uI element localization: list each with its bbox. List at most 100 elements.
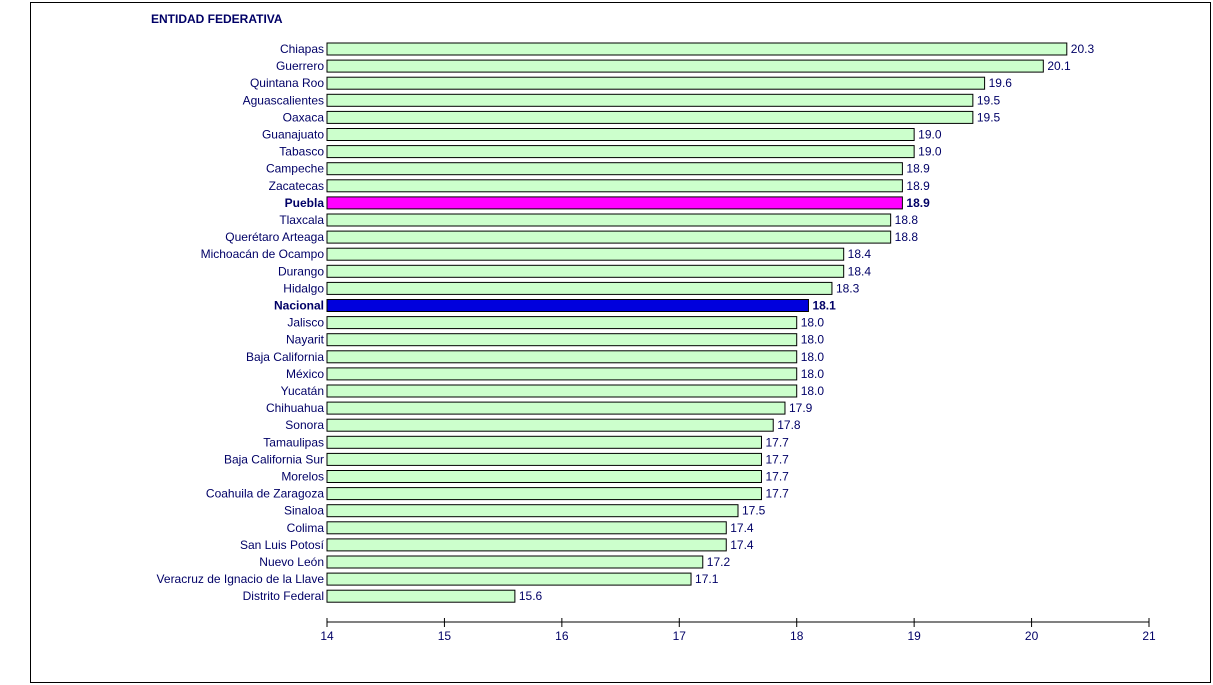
bar: [326, 162, 903, 176]
category-label: Zacatecas: [269, 179, 324, 193]
value-label: 18.4: [848, 264, 872, 278]
value-label: 17.7: [765, 435, 789, 449]
value-label: 17.8: [777, 418, 801, 432]
value-label: 17.7: [765, 470, 789, 484]
x-tick-label: 20: [1025, 629, 1039, 643]
bar: [326, 110, 974, 124]
category-label: Puebla: [285, 196, 325, 210]
value-label: 18.0: [801, 367, 825, 381]
bar: [326, 470, 762, 483]
value-label: 18.8: [895, 213, 919, 227]
category-label: Tabasco: [279, 145, 324, 159]
bar: [326, 299, 809, 312]
category-label: Durango: [278, 264, 324, 278]
category-heading: ENTIDAD FEDERATIVA: [151, 12, 283, 26]
category-label: Aguascalientes: [243, 93, 324, 107]
category-label: Sonora: [285, 418, 324, 432]
category-label: Hidalgo: [283, 281, 324, 295]
bar: [326, 93, 974, 107]
category-label: Yucatán: [281, 384, 324, 398]
category-label: Veracruz de Ignacio de la Llave: [157, 572, 325, 586]
value-label: 19.6: [989, 76, 1013, 90]
category-label: Nayarit: [286, 333, 325, 347]
bar: [326, 213, 892, 227]
value-label: 18.9: [906, 162, 930, 176]
category-label: Michoacán de Ocampo: [201, 247, 325, 261]
bar: [326, 435, 762, 449]
bar: [326, 504, 739, 518]
category-label: Distrito Federal: [243, 589, 324, 603]
bar: [326, 145, 915, 159]
value-label: 17.2: [707, 555, 731, 569]
category-label: Tamaulipas: [263, 435, 324, 449]
bar: [326, 452, 762, 466]
value-label: 19.5: [977, 93, 1001, 107]
bar: [326, 350, 798, 364]
value-label: 18.1: [812, 299, 836, 313]
bar: [326, 418, 774, 432]
value-label: 18.0: [801, 350, 825, 364]
bar: [326, 367, 798, 381]
value-label: 18.4: [848, 247, 872, 261]
category-label: Chiapas: [280, 42, 324, 56]
bar: [326, 230, 892, 244]
bar: [326, 521, 727, 535]
category-label: Baja California Sur: [224, 452, 324, 466]
value-label: 19.0: [918, 128, 942, 142]
category-label: Jalisco: [287, 316, 324, 330]
category-label: Quintana Roo: [250, 76, 324, 90]
value-label: 20.1: [1047, 59, 1071, 73]
x-tick-label: 16: [555, 629, 569, 643]
bar: [326, 281, 833, 295]
value-label: 20.3: [1071, 42, 1095, 56]
category-label: Nuevo León: [259, 555, 324, 569]
value-label: 17.5: [742, 504, 766, 518]
bar: [326, 42, 1068, 56]
category-label: Querétaro Arteaga: [225, 230, 324, 244]
category-label: México: [286, 367, 324, 381]
bar: [326, 128, 915, 141]
category-label: Tlaxcala: [279, 213, 324, 227]
bar: [326, 247, 845, 261]
category-label: Chihuahua: [266, 401, 324, 415]
bar: [326, 538, 727, 552]
bar: [326, 179, 903, 193]
chart-frame: ENTIDAD FEDERATIVA Chiapas 20.3 Guerrero 20.…: [30, 2, 1211, 683]
bar: [326, 333, 798, 347]
value-label: 18.0: [801, 316, 825, 330]
bar: [326, 384, 798, 398]
value-label: 18.0: [801, 333, 825, 347]
value-label: 18.9: [906, 196, 930, 210]
value-label: 15.6: [519, 589, 543, 603]
x-tick-label: 17: [673, 629, 687, 643]
value-label: 18.8: [895, 230, 919, 244]
value-label: 19.5: [977, 110, 1001, 124]
bar: [326, 572, 692, 586]
value-label: 17.7: [765, 452, 789, 466]
category-label: Morelos: [281, 470, 324, 484]
value-label: 18.3: [836, 281, 860, 295]
value-label: 17.4: [730, 521, 754, 535]
category-label: Sinaloa: [284, 504, 324, 518]
value-label: 17.7: [765, 487, 789, 501]
bar: [326, 487, 762, 501]
category-label: Baja California: [246, 350, 324, 364]
x-tick-label: 18: [790, 629, 804, 643]
value-label: 18.0: [801, 384, 825, 398]
x-tick-label: 21: [1142, 629, 1156, 643]
bar: [326, 59, 1044, 73]
category-label: Guanajuato: [262, 128, 324, 142]
category-label: Oaxaca: [283, 110, 325, 124]
bar-chart: ENTIDAD FEDERATIVA Chiapas 20.3 Guerrero 20.…: [151, 12, 1156, 643]
bar: [326, 589, 516, 603]
value-label: 18.9: [906, 179, 930, 193]
x-tick-label: 14: [320, 629, 334, 643]
x-tick-label: 15: [438, 629, 452, 643]
bar: [326, 316, 798, 330]
bar: [326, 264, 845, 278]
x-tick-label: 19: [907, 629, 921, 643]
bar: [326, 196, 903, 210]
bar: [326, 401, 786, 415]
category-label: Coahuila de Zaragoza: [206, 487, 324, 501]
category-label: Colima: [287, 521, 325, 535]
